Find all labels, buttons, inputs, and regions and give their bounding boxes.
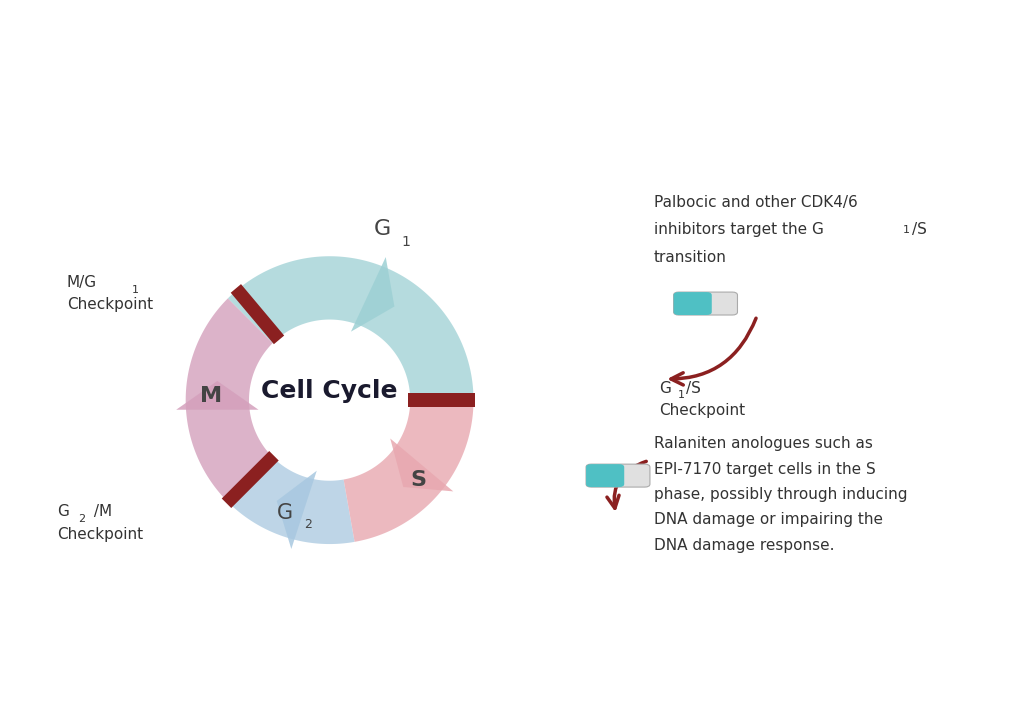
FancyBboxPatch shape [586, 464, 650, 487]
Text: Cell Cycle: Cell Cycle [262, 378, 398, 402]
Text: 1: 1 [903, 225, 911, 235]
Polygon shape [231, 284, 284, 344]
Polygon shape [277, 471, 317, 549]
Text: Checkpoint: Checkpoint [659, 403, 746, 418]
FancyBboxPatch shape [674, 292, 712, 315]
Text: /S: /S [686, 380, 700, 395]
Polygon shape [228, 457, 354, 544]
Text: G: G [374, 219, 391, 239]
Text: DNA damage response.: DNA damage response. [654, 538, 834, 552]
FancyArrowPatch shape [671, 318, 756, 385]
Text: transition: transition [654, 251, 727, 265]
Text: G: G [57, 504, 69, 519]
Polygon shape [390, 439, 453, 491]
Text: Checkpoint: Checkpoint [57, 526, 143, 542]
Text: 2: 2 [304, 518, 312, 531]
Polygon shape [351, 257, 394, 331]
Polygon shape [185, 298, 273, 502]
Text: 2: 2 [78, 514, 85, 524]
Text: G: G [277, 503, 294, 523]
Text: Palbocic and other CDK4/6: Palbocic and other CDK4/6 [654, 195, 858, 210]
Text: phase, possibly through inducing: phase, possibly through inducing [654, 487, 907, 502]
Polygon shape [176, 381, 259, 410]
Text: Ralaniten anologues such as: Ralaniten anologues such as [654, 437, 872, 451]
FancyBboxPatch shape [674, 292, 737, 315]
Text: /M: /M [89, 504, 111, 519]
Polygon shape [344, 400, 474, 542]
Text: Disrupting the Cell Cycle: Disrupting the Cell Cycle [239, 27, 791, 71]
Text: M/G: M/G [67, 275, 97, 290]
Text: Checkpoint: Checkpoint [67, 297, 153, 312]
FancyArrowPatch shape [607, 461, 646, 508]
Polygon shape [228, 256, 474, 400]
Text: G: G [659, 380, 672, 395]
Text: 1: 1 [401, 235, 410, 249]
Polygon shape [408, 393, 476, 407]
Text: 1: 1 [132, 284, 139, 295]
Text: S: S [410, 470, 426, 490]
Polygon shape [221, 451, 279, 508]
Text: /S: /S [912, 222, 926, 237]
Text: EPI-7170 target cells in the S: EPI-7170 target cells in the S [654, 462, 875, 477]
Text: 1: 1 [678, 390, 685, 400]
Text: DNA damage or impairing the: DNA damage or impairing the [654, 512, 883, 527]
Text: M: M [200, 386, 221, 406]
FancyBboxPatch shape [586, 464, 624, 487]
Text: inhibitors target the G: inhibitors target the G [654, 222, 824, 237]
